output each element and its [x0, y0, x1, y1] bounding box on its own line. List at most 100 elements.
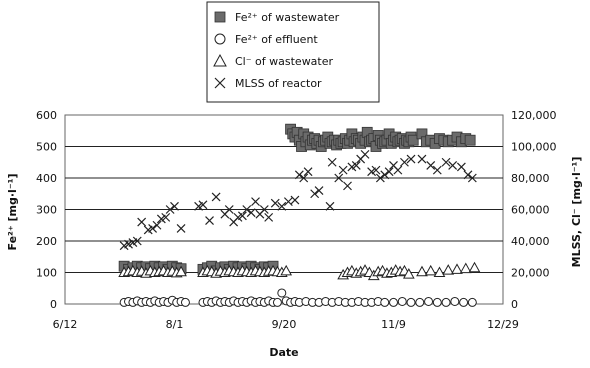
legend-label: MLSS of reactor [235, 77, 322, 90]
y-left-tick-label: 600 [36, 109, 57, 122]
x-ticks: 6/12 8/1 9/20 11/9 12/29 [53, 318, 519, 331]
legend-label: Fe²⁺ of wastewater [235, 11, 340, 24]
y-right-ticks: 0 20,000 40,000 60,000 80,000 100,000 120,000 [511, 109, 557, 311]
x-marker [137, 217, 147, 227]
x-marker [251, 197, 260, 207]
series-filled-square [118, 123, 476, 277]
x-marker [277, 201, 287, 211]
x-marker [246, 208, 256, 218]
x-marker [161, 212, 171, 222]
x-marker [456, 162, 466, 172]
x-marker [400, 157, 409, 167]
circle-marker [441, 297, 451, 307]
x-marker [303, 167, 313, 177]
square-marker [214, 11, 226, 23]
x-marker [375, 173, 385, 183]
x-marker [264, 212, 274, 222]
circle-marker [424, 296, 434, 306]
triangle-marker [451, 263, 463, 274]
x-marker [314, 186, 324, 196]
y-left-ticks: 0 100 200 300 400 500 600 [36, 109, 57, 311]
circle-marker [277, 288, 287, 298]
x-marker [441, 157, 451, 167]
series-open-circle [119, 288, 477, 307]
triangle-marker [416, 265, 428, 277]
x-marker [152, 220, 162, 230]
triangle-marker [424, 264, 437, 276]
x-tick-label: 6/12 [53, 318, 78, 331]
y-left-tick-label: 100 [36, 267, 57, 280]
triangle-marker [442, 264, 455, 275]
legend-label: Fe²⁺ of effluent [235, 33, 318, 46]
x-marker [224, 205, 234, 214]
y-left-tick-label: 500 [36, 141, 57, 154]
legend-box [206, 1, 380, 103]
x-marker [448, 160, 458, 170]
legend: Fe²⁺ of wastewater Fe²⁺ of effluent Cl⁻ of… [213, 11, 340, 90]
x-marker [237, 211, 247, 221]
x-marker [327, 157, 337, 167]
circle-marker [272, 297, 282, 307]
x-marker [299, 173, 309, 183]
series-x [119, 149, 477, 251]
y-right-tick-label: 20,000 [511, 267, 550, 280]
x-marker [170, 201, 179, 211]
x-marker [198, 200, 208, 210]
circle-marker [180, 297, 190, 307]
data-marks [118, 123, 481, 307]
x-marker [325, 201, 335, 211]
y-left-tick-label: 0 [50, 298, 57, 311]
x-marker [214, 77, 226, 89]
x-marker [148, 223, 158, 233]
triangle-marker [468, 261, 481, 273]
x-marker [360, 149, 370, 159]
triangle-marker [175, 265, 187, 277]
x-marker [270, 198, 280, 208]
square-marker [407, 134, 419, 146]
x-axis-title: Date [269, 346, 298, 359]
x-tick-label: 11/9 [381, 318, 406, 331]
x-marker [426, 160, 436, 170]
x-marker [294, 170, 304, 180]
circle-marker [432, 297, 442, 307]
y-right-tick-label: 60,000 [511, 204, 550, 217]
triangle-marker [280, 264, 293, 276]
triangle-marker [459, 262, 472, 274]
legend-label: Cl⁻ of wastewater [235, 55, 334, 68]
x-marker [393, 165, 403, 175]
x-marker [334, 173, 344, 183]
x-marker [132, 236, 142, 246]
x-marker [432, 165, 442, 175]
x-marker [176, 223, 186, 233]
x-marker [165, 205, 175, 214]
y-left-axis-title: Fe²⁺ [mg·l⁻¹] [6, 174, 19, 251]
circle-marker [214, 33, 226, 45]
series-open-triangle [118, 261, 481, 281]
square-marker [464, 134, 476, 146]
circle-marker [467, 297, 477, 307]
triangle-marker [402, 268, 415, 279]
x-marker [371, 165, 381, 175]
x-marker [351, 160, 361, 170]
x-marker [463, 170, 473, 180]
x-marker [467, 173, 477, 183]
x-marker [205, 216, 214, 225]
circle-marker [380, 297, 390, 307]
x-marker [338, 165, 348, 175]
y-right-tick-label: 120,000 [511, 109, 557, 122]
circle-marker [397, 296, 407, 306]
y-right-tick-label: 100,000 [511, 141, 557, 154]
circle-marker [459, 297, 469, 307]
y-right-tick-label: 40,000 [511, 235, 550, 248]
x-marker [380, 170, 390, 180]
x-tick-label: 12/29 [487, 318, 519, 331]
triangle-marker [213, 53, 227, 67]
circle-marker [389, 297, 398, 307]
x-marker [343, 181, 352, 191]
x-marker [242, 205, 252, 214]
y-left-tick-label: 400 [36, 172, 57, 185]
x-marker [259, 205, 269, 214]
x-marker [283, 197, 293, 207]
